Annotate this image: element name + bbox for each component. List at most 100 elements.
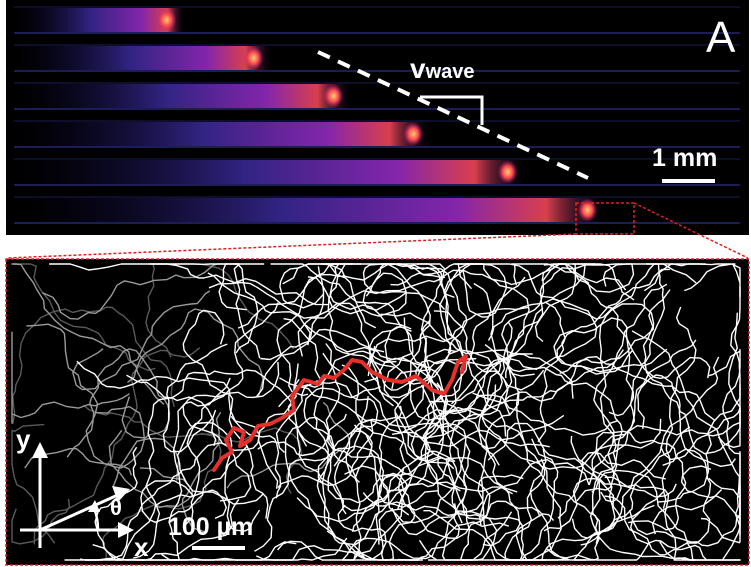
cell-track (573, 356, 720, 561)
cell-track (277, 420, 374, 489)
cell-track (11, 423, 56, 544)
cell-track (487, 422, 696, 561)
cell-track (256, 266, 325, 397)
cell-track (593, 283, 668, 444)
cell-track (642, 289, 741, 455)
cell-track (511, 263, 627, 291)
wave-core (403, 122, 424, 146)
cell-track (366, 345, 545, 399)
channel-2 (14, 44, 740, 72)
top-panel-background (6, 0, 749, 235)
cell-track (76, 360, 282, 499)
cell-track (423, 348, 457, 445)
cell-track (364, 357, 491, 520)
zoom-connector-right (633, 202, 749, 259)
cell-track (11, 498, 71, 545)
cell-track (410, 387, 461, 492)
cell-track (64, 442, 252, 561)
cell-track (472, 356, 716, 422)
cell-track (544, 263, 665, 373)
cell-track (432, 263, 474, 434)
cell-track (436, 382, 565, 450)
cell-track (161, 537, 348, 561)
cell-track (354, 500, 541, 546)
cell-track (591, 469, 695, 561)
y-axis-arrowhead (32, 442, 48, 458)
cell-track (334, 396, 389, 512)
cell-track (149, 263, 259, 354)
cell-track (294, 405, 403, 504)
cell-track (381, 263, 452, 385)
x-axis-arrowhead (118, 522, 134, 538)
cell-track (297, 276, 446, 357)
cell-track (207, 272, 311, 346)
cell-track (570, 435, 616, 539)
channel-5 (14, 158, 740, 186)
cell-track (661, 306, 697, 509)
cell-track (42, 263, 228, 320)
cell-track (495, 352, 600, 561)
cell-track (277, 472, 408, 561)
cell-track (428, 263, 530, 403)
cell-track (254, 456, 329, 552)
cell-track (717, 312, 741, 448)
cell-track (479, 459, 590, 526)
cell-track (79, 489, 227, 561)
wave-core (577, 198, 598, 222)
cell-track (333, 358, 477, 467)
cell-track (387, 442, 467, 524)
cell-track (49, 263, 329, 306)
zoom-connector-left (7, 233, 577, 259)
direction-arrowhead (112, 486, 130, 502)
cell-track (391, 394, 618, 436)
cell-track (707, 349, 741, 536)
bottom-panel: y x θ 100 µm (5, 258, 750, 566)
channel-4 (14, 120, 740, 148)
wave-core (243, 46, 264, 70)
cell-track (317, 422, 471, 492)
cell-track (270, 263, 412, 332)
cell-track (12, 263, 156, 372)
cell-track (394, 263, 446, 510)
cell-track (380, 312, 574, 399)
cell-track (342, 263, 468, 354)
scale-bar-top-label: 1 mm (652, 144, 717, 172)
slope-triangle (420, 95, 484, 125)
cell-track (467, 282, 507, 437)
cell-track (208, 281, 431, 391)
cell-track (126, 369, 308, 447)
cell-track (26, 323, 146, 469)
axis-x-label: x (134, 532, 149, 562)
cell-track (418, 511, 513, 561)
cell-track (351, 409, 472, 532)
wave-band (14, 198, 606, 222)
zoom-source-box (575, 202, 635, 235)
wave-core (156, 8, 177, 32)
cell-track (588, 339, 697, 486)
cell-track (24, 447, 133, 476)
axis-y-label: y (16, 424, 31, 454)
wave-band (14, 8, 185, 32)
cell-track (112, 437, 180, 487)
cell-track (325, 343, 513, 495)
wave-front-dashed-line (317, 50, 589, 180)
channel-1 (14, 6, 740, 34)
cell-track (367, 306, 529, 377)
cell-track (604, 476, 741, 561)
cell-track (341, 364, 434, 460)
channel-6 (14, 196, 740, 224)
cell-track (260, 328, 385, 361)
cell-track (326, 504, 387, 560)
cell-track (505, 263, 635, 378)
cell-track (378, 508, 420, 561)
channel-strips (14, 6, 740, 224)
cell-track (362, 263, 565, 294)
cell-track (257, 413, 347, 457)
cell-track (226, 401, 350, 489)
cell-track (162, 343, 228, 453)
cell-track (303, 386, 381, 461)
highlighted-track (212, 354, 468, 472)
cell-track (66, 348, 171, 458)
direction-vector (39, 492, 121, 532)
cell-track (420, 384, 528, 561)
